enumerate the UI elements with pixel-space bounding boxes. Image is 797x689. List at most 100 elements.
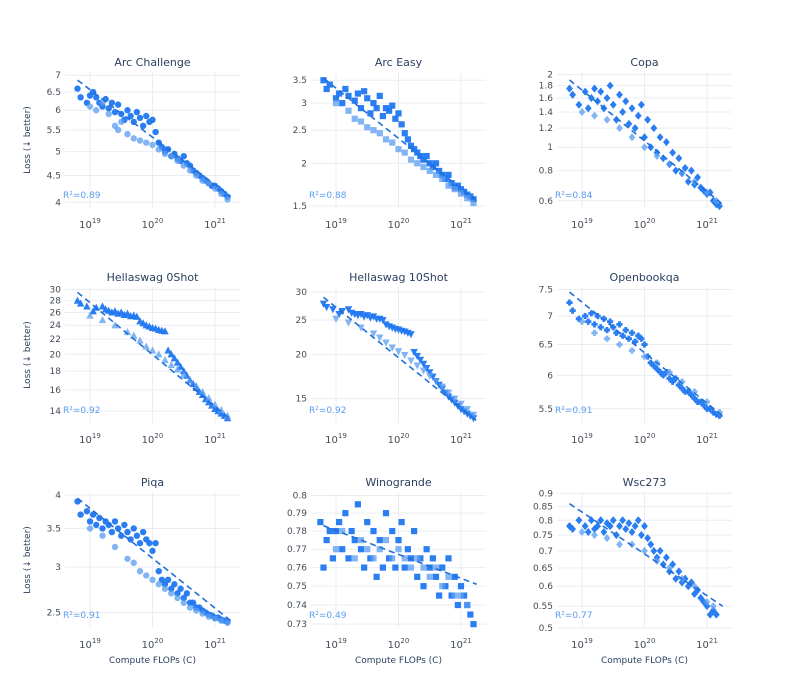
y-tick-label: 0.65 — [533, 564, 553, 574]
data-point — [395, 110, 402, 117]
data-point — [161, 327, 169, 335]
data-point — [186, 167, 194, 174]
data-point — [174, 590, 181, 597]
data-point — [392, 115, 399, 122]
data-point — [666, 563, 673, 572]
y-tick-label: 0.6 — [539, 582, 554, 592]
data-point — [407, 156, 415, 163]
data-point — [644, 534, 652, 543]
data-point — [432, 573, 440, 580]
data-point — [389, 555, 396, 562]
data-point — [354, 501, 361, 508]
data-point — [152, 128, 159, 136]
data-point — [641, 546, 648, 555]
data-point — [628, 329, 636, 337]
data-point — [193, 607, 200, 614]
data-point — [685, 388, 692, 395]
data-point — [322, 304, 331, 312]
y-tick-label: 0.75 — [533, 531, 553, 541]
data-point — [136, 114, 144, 122]
data-point — [139, 528, 147, 536]
data-point — [678, 169, 686, 178]
data-point — [700, 402, 707, 409]
data-point — [99, 525, 106, 532]
series — [332, 315, 478, 419]
data-point — [603, 115, 611, 124]
data-point — [149, 547, 156, 555]
y-axis-title: Loss (↓ better) — [23, 106, 33, 174]
y-tick-label: 1.8 — [539, 82, 554, 92]
y-tick-label: 3 — [55, 563, 61, 573]
y-tick-label: 3.5 — [293, 76, 307, 86]
data-point — [155, 581, 162, 588]
y-tick-label: 1.2 — [539, 124, 553, 134]
x-tick-label: 1019 — [325, 432, 347, 446]
data-point — [432, 378, 440, 386]
data-point — [616, 321, 623, 328]
data-point — [370, 527, 377, 535]
data-point — [464, 195, 471, 202]
data-point — [451, 592, 458, 599]
data-point — [357, 310, 365, 319]
data-point — [77, 94, 84, 101]
data-point — [108, 528, 116, 536]
r2-annotation: R²=0.88 — [309, 191, 347, 201]
data-point — [386, 107, 393, 114]
r2-annotation: R²=0.49 — [309, 611, 347, 621]
data-point — [610, 324, 617, 331]
data-point — [173, 365, 182, 373]
data-point — [445, 171, 452, 178]
x-tick-label: 1020 — [388, 432, 410, 446]
data-point — [152, 539, 159, 547]
data-point — [342, 85, 349, 93]
data-point — [364, 518, 371, 526]
data-point — [373, 105, 380, 112]
data-point — [199, 177, 206, 184]
data-point — [373, 573, 380, 580]
x-axis-title: Compute FLOPs (C) — [601, 656, 688, 666]
x-tick-label: 1020 — [388, 217, 410, 231]
y-tick-label: 0.85 — [533, 502, 553, 512]
data-point — [161, 150, 169, 158]
y-tick-label: 5 — [55, 148, 61, 158]
data-point — [401, 352, 409, 360]
data-point — [637, 100, 645, 109]
data-point — [379, 564, 386, 571]
y-tick-label: 0.7 — [539, 547, 553, 557]
x-tick-label: 1020 — [388, 637, 410, 651]
series — [86, 99, 231, 203]
data-point — [382, 321, 390, 329]
data-point — [419, 367, 428, 375]
x-tick-label: 1021 — [450, 432, 472, 446]
data-point — [174, 594, 181, 602]
data-point — [148, 346, 157, 354]
data-point — [672, 375, 679, 382]
data-point — [697, 398, 704, 405]
data-point — [435, 381, 443, 389]
x-axis-title: Compute FLOPs (C) — [109, 656, 196, 666]
data-point — [445, 573, 452, 580]
data-point — [659, 154, 667, 163]
data-point — [326, 527, 333, 535]
data-point — [426, 573, 433, 580]
data-point — [111, 518, 119, 525]
y-tick-label: 0.77 — [287, 545, 307, 555]
r2-annotation: R²=0.77 — [555, 611, 592, 621]
data-point — [675, 154, 683, 163]
data-point — [594, 522, 602, 531]
y-tick-label: 26 — [50, 308, 62, 318]
data-point — [158, 576, 166, 584]
data-point — [653, 556, 661, 565]
data-point — [609, 100, 617, 109]
y-tick-label: 6 — [547, 371, 553, 381]
data-point — [591, 111, 598, 120]
x-tick-label: 1020 — [142, 637, 164, 651]
y-tick-label: 6.5 — [47, 88, 61, 98]
y-tick-label: 0.73 — [287, 620, 307, 630]
data-point — [86, 518, 94, 525]
panel-title: Wsc273 — [623, 476, 667, 489]
data-point — [183, 590, 191, 597]
data-point — [389, 102, 396, 109]
data-point — [622, 97, 630, 106]
data-point — [361, 88, 368, 95]
